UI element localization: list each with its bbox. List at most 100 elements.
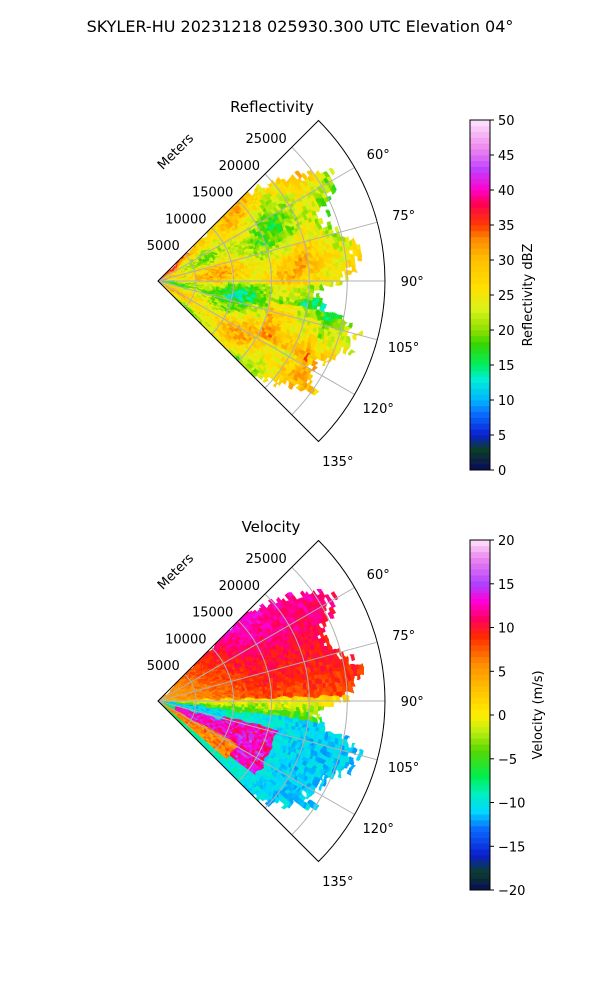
colorbar-swatch — [470, 236, 490, 243]
colorbar-swatch — [470, 230, 490, 238]
colorbar-swatch — [470, 166, 490, 173]
colorbar-swatch — [470, 172, 490, 179]
colorbar-tick-label: 25 — [498, 289, 515, 304]
echo-cell — [335, 280, 340, 287]
colorbar-swatch — [470, 283, 490, 290]
angular-tick-label: 90° — [401, 275, 424, 290]
echo-cell — [322, 280, 327, 287]
colorbar-swatch — [470, 417, 490, 424]
colorbar-swatch — [470, 242, 490, 249]
echo-cell — [321, 200, 328, 209]
colorbar-swatch — [470, 446, 490, 453]
colorbar-swatch — [470, 178, 490, 185]
colorbar-swatch — [470, 435, 490, 442]
colorbar-swatch — [470, 137, 490, 144]
colorbar-tick-label: 35 — [498, 219, 515, 234]
echo-cell — [325, 209, 332, 217]
echo-cell — [356, 253, 362, 262]
echo-cell — [263, 378, 270, 385]
colorbar-swatch — [470, 125, 490, 133]
colorbar-tick-label: 40 — [498, 184, 515, 199]
colorbar-swatch — [470, 411, 490, 418]
colorbar-tick-label: 15 — [498, 359, 515, 374]
echo-cell — [331, 184, 338, 193]
reflectivity-angular-tick-labels: 60°75°90°105°120°135° — [322, 148, 424, 470]
colorbar-swatch — [470, 160, 490, 168]
echo-cell — [328, 167, 336, 176]
echo-cell — [311, 388, 319, 397]
colorbar-tick-label: 5 — [498, 429, 506, 444]
colorbar-tick-label: 50 — [498, 114, 515, 129]
angular-tick-label: 105° — [388, 341, 419, 356]
radial-tick-label: 15000 — [192, 186, 233, 201]
colorbar-swatch — [470, 271, 490, 278]
figure-title: SKYLER-HU 20231218 025930.300 UTC Elevat… — [87, 17, 514, 36]
reflectivity-grid — [157, 146, 385, 416]
colorbar-swatch — [470, 225, 490, 232]
angular-tick-label: 120° — [363, 402, 394, 417]
radial-tick-label: 10000 — [165, 213, 206, 228]
velocity-echo-cells — [158, 588, 365, 811]
colorbar-swatch — [470, 277, 490, 284]
angular-tick-label: 75° — [392, 209, 415, 224]
colorbar-swatch — [470, 382, 490, 389]
colorbar-swatch — [470, 464, 490, 471]
colorbar-swatch — [470, 370, 490, 378]
echo-cell — [318, 217, 324, 225]
angular-gridline — [157, 280, 355, 395]
colorbar-swatch — [470, 440, 490, 448]
echo-cell — [258, 373, 265, 381]
reflectivity-colorbar-label: Reflectivity dBZ — [521, 244, 536, 347]
echo-cell — [283, 379, 290, 386]
radial-tick-label: 20000 — [219, 159, 260, 174]
colorbar-swatch — [470, 248, 490, 255]
colorbar-swatch — [470, 213, 490, 220]
echo-cell — [298, 385, 306, 393]
colorbar-swatch — [470, 394, 490, 401]
colorbar-swatch — [470, 260, 490, 267]
colorbar-swatch — [470, 306, 490, 313]
colorbar-tick-label: 20 — [498, 324, 515, 339]
angular-tick-label: 60° — [367, 148, 390, 163]
colorbar-swatch — [470, 120, 490, 127]
colorbar-swatch — [470, 318, 490, 325]
echo-cell — [332, 353, 339, 362]
colorbar-swatch — [470, 300, 490, 308]
colorbar-tick-label: 30 — [498, 254, 515, 269]
echo-cell — [351, 265, 356, 272]
colorbar-swatch — [470, 335, 490, 343]
echo-cell — [339, 280, 344, 287]
colorbar-swatch — [470, 388, 490, 395]
colorbar-swatch — [470, 149, 490, 156]
echo-cell — [329, 280, 334, 287]
radial-tick-label: 5000 — [147, 239, 180, 254]
angular-gridline — [157, 280, 378, 341]
colorbar-swatch — [470, 400, 490, 407]
colorbar-swatch — [470, 312, 490, 319]
colorbar-swatch — [470, 365, 490, 372]
colorbar-swatch — [470, 131, 490, 138]
colorbar-swatch — [470, 324, 490, 331]
colorbar-swatch — [470, 429, 490, 436]
echo-cell — [322, 360, 329, 368]
echo-cell — [316, 284, 321, 291]
colorbar-swatch — [470, 359, 490, 366]
echo-cell — [296, 171, 304, 180]
reflectivity-title: Reflectivity — [230, 98, 314, 116]
echo-cell — [342, 346, 348, 355]
colorbar-swatch — [470, 376, 490, 383]
colorbar-swatch — [470, 254, 490, 261]
echo-cell — [348, 348, 354, 357]
colorbar-swatch — [470, 190, 490, 197]
colorbar-swatch — [470, 405, 490, 413]
colorbar-tick-label: 0 — [498, 464, 506, 479]
echo-cell — [313, 284, 318, 291]
colorbar-swatch — [470, 330, 490, 337]
